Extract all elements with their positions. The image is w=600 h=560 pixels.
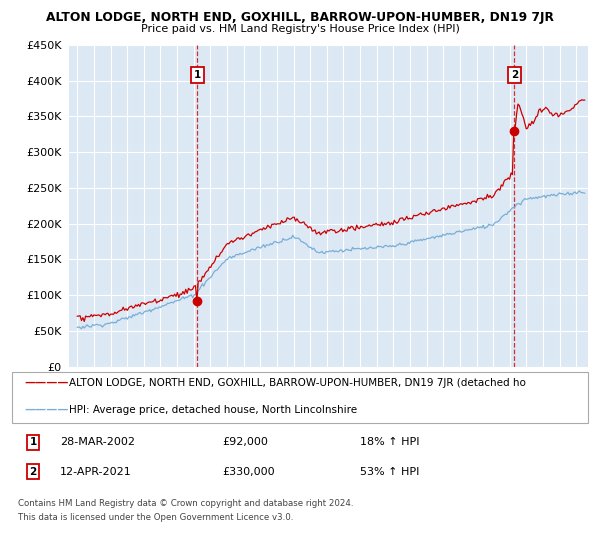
Text: 1: 1 [29, 437, 37, 447]
Text: 18% ↑ HPI: 18% ↑ HPI [360, 437, 419, 447]
Text: £330,000: £330,000 [222, 466, 275, 477]
Text: Price paid vs. HM Land Registry's House Price Index (HPI): Price paid vs. HM Land Registry's House … [140, 24, 460, 34]
Text: 12-APR-2021: 12-APR-2021 [60, 466, 132, 477]
Text: HPI: Average price, detached house, North Lincolnshire: HPI: Average price, detached house, Nort… [69, 405, 357, 415]
Text: ALTON LODGE, NORTH END, GOXHILL, BARROW-UPON-HUMBER, DN19 7JR: ALTON LODGE, NORTH END, GOXHILL, BARROW-… [46, 11, 554, 24]
Text: 2: 2 [29, 466, 37, 477]
Text: 1: 1 [194, 70, 201, 80]
Text: ALTON LODGE, NORTH END, GOXHILL, BARROW-UPON-HUMBER, DN19 7JR (detached ho: ALTON LODGE, NORTH END, GOXHILL, BARROW-… [69, 378, 526, 388]
Text: 53% ↑ HPI: 53% ↑ HPI [360, 466, 419, 477]
Text: £92,000: £92,000 [222, 437, 268, 447]
Text: ————: ———— [24, 378, 68, 388]
Text: Contains HM Land Registry data © Crown copyright and database right 2024.: Contains HM Land Registry data © Crown c… [18, 500, 353, 508]
Text: 28-MAR-2002: 28-MAR-2002 [60, 437, 135, 447]
Text: ————: ———— [24, 405, 68, 415]
Text: This data is licensed under the Open Government Licence v3.0.: This data is licensed under the Open Gov… [18, 514, 293, 522]
Text: 2: 2 [511, 70, 518, 80]
